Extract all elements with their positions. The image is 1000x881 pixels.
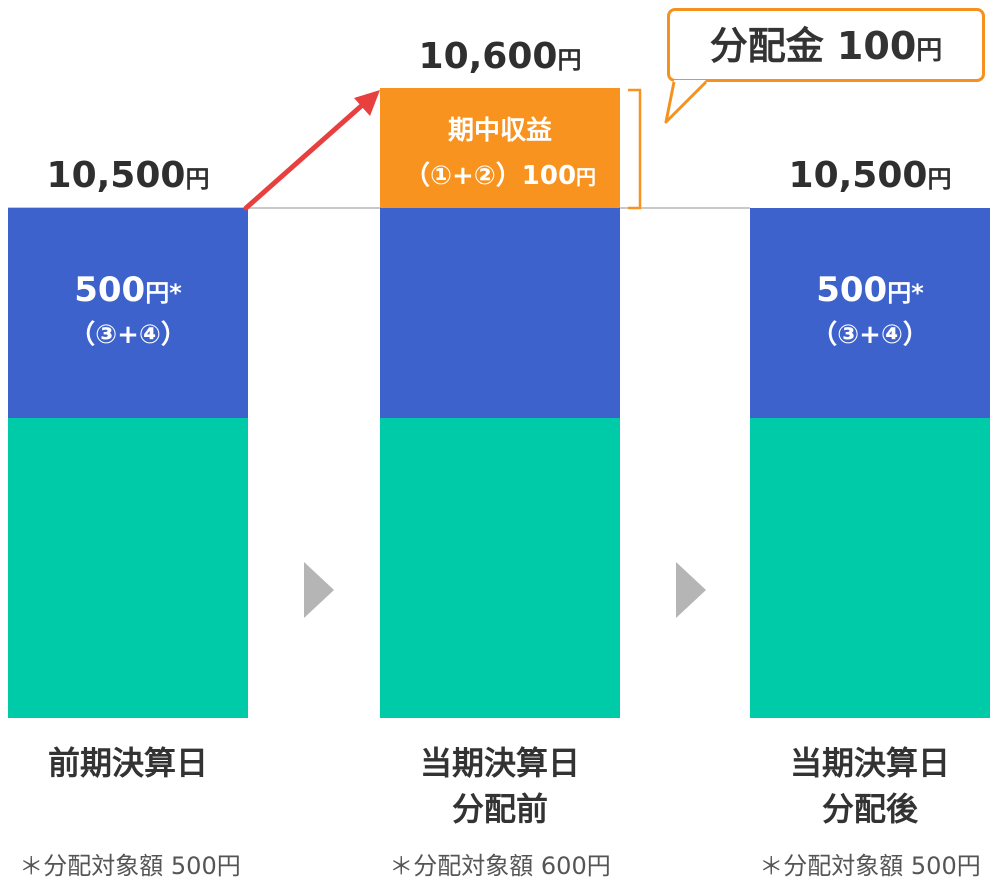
chevron-right-icon: [304, 562, 334, 618]
column-2-note: ＊分配対象額 600円: [389, 852, 611, 880]
bracket-icon: [628, 88, 642, 210]
callout-unit: 円: [916, 36, 943, 66]
column-1-blue-amount: 500: [74, 270, 146, 310]
column-2-orange-sub: （①+②）100: [403, 161, 577, 191]
column-3-total-amount: 10,500: [788, 155, 928, 196]
column-3-blue-segment: [750, 208, 990, 418]
column-3-total-unit: 円: [927, 165, 952, 193]
column-2-orange-unit: 円: [576, 165, 597, 189]
dividend-callout: 分配金 100円: [667, 8, 985, 82]
column-2-date-line2: 分配前: [451, 790, 548, 828]
column-3-date-line2: 分配後: [821, 790, 918, 828]
column-2-date-line1: 当期決算日: [419, 744, 580, 782]
column-3-date-line1: 当期決算日: [789, 744, 950, 782]
column-1-blue-unit: 円*: [145, 279, 182, 307]
column-2-teal-segment: [380, 418, 620, 718]
column-1-blue-segment: [8, 208, 248, 418]
column-1-note: ＊分配対象額 500円: [19, 852, 241, 880]
column-3-bar: 500円* （③+④）: [750, 208, 990, 718]
column-3-blue-sub: （③+④）: [811, 320, 929, 350]
column-2-orange-segment: [380, 88, 620, 208]
column-2-orange-label: 期中収益 （①+②）100円: [380, 110, 620, 192]
column-1-blue-sub: （③+④）: [69, 320, 187, 350]
column-1-teal-segment: [8, 418, 248, 718]
column-3-total: 10,500円: [750, 155, 990, 196]
column-3-note: ＊分配対象額 500円: [759, 852, 981, 880]
column-2-date-label: 当期決算日 分配前: [380, 740, 620, 832]
column-3-teal-segment: [750, 418, 990, 718]
column-2-bar: 期中収益 （①+②）100円: [380, 88, 620, 718]
arrow-up-right-icon: [243, 90, 380, 211]
column-2-blue-segment: [380, 208, 620, 418]
column-1-total-amount: 10,500: [46, 155, 186, 196]
chevron-right-icon: [676, 562, 706, 618]
callout-text: 分配金 100: [709, 24, 917, 68]
column-2-orange-title: 期中収益: [447, 116, 552, 146]
column-3-blue-amount: 500: [816, 270, 888, 310]
callout-tail: [664, 80, 708, 124]
column-1-date-line1: 前期決算日: [47, 744, 208, 782]
column-2-total: 10,600円: [380, 36, 620, 77]
column-1-total: 10,500円: [8, 155, 248, 196]
baseline-line: [8, 207, 750, 209]
column-1-blue-label: 500円* （③+④）: [8, 270, 248, 351]
column-1-date-label: 前期決算日: [8, 740, 248, 786]
column-2-total-amount: 10,600: [418, 36, 558, 77]
column-3-blue-label: 500円* （③+④）: [750, 270, 990, 351]
column-3-date-label: 当期決算日 分配後: [750, 740, 990, 832]
column-3-blue-unit: 円*: [887, 279, 924, 307]
column-1-total-unit: 円: [185, 165, 210, 193]
column-1-bar: 500円* （③+④）: [8, 208, 248, 718]
column-2-total-unit: 円: [557, 46, 582, 74]
